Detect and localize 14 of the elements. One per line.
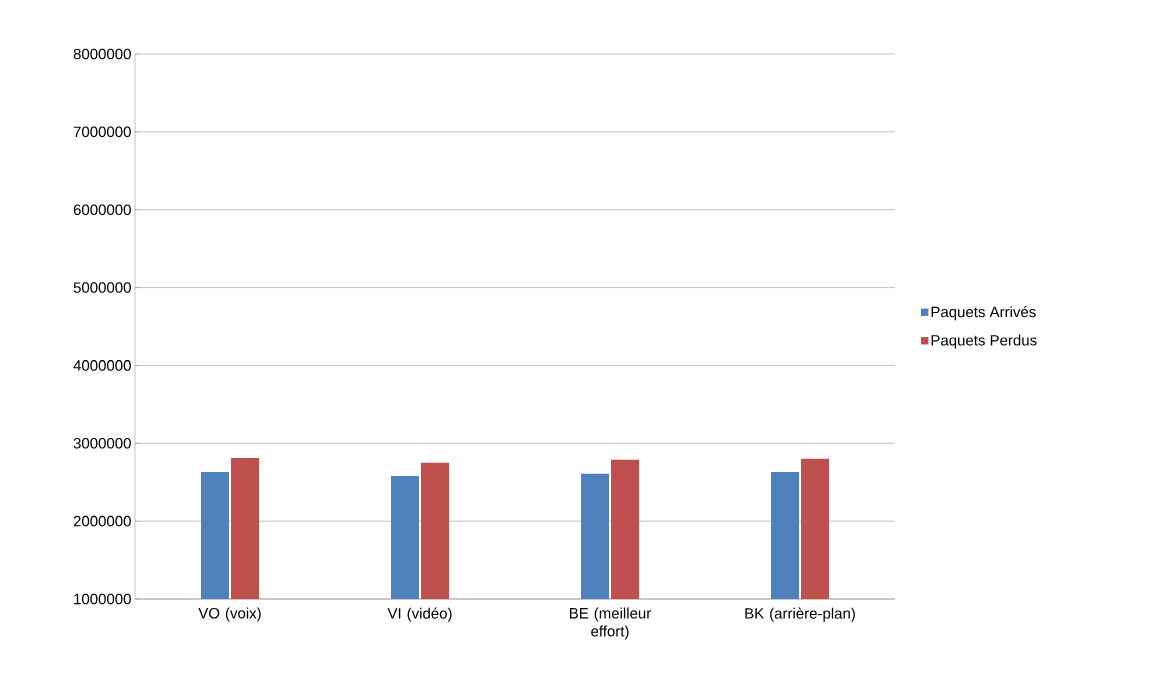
y-tick-label: 8000000 (73, 48, 131, 60)
x-tick-label: VO (voix) (198, 607, 261, 622)
y-tick-label: 7000000 (73, 126, 131, 138)
y-tick-label: 6000000 (73, 204, 131, 216)
y-tick-label: 2000000 (73, 515, 131, 527)
x-tick-label: VI (vidéo) (387, 607, 452, 622)
y-tick-label: 3000000 (73, 437, 131, 449)
legend-label: Paquets Arrivés (931, 306, 1036, 321)
legend-label: Paquets Perdus (931, 334, 1037, 349)
y-tick-label: 4000000 (73, 360, 131, 371)
x-tick-label: BK (arrière-plan) (745, 607, 855, 622)
y-tick-label: 1000000 (74, 593, 131, 605)
x-tick-label: BE (meilleur effort) (569, 607, 651, 640)
y-tick-label: 5000000 (73, 282, 131, 293)
